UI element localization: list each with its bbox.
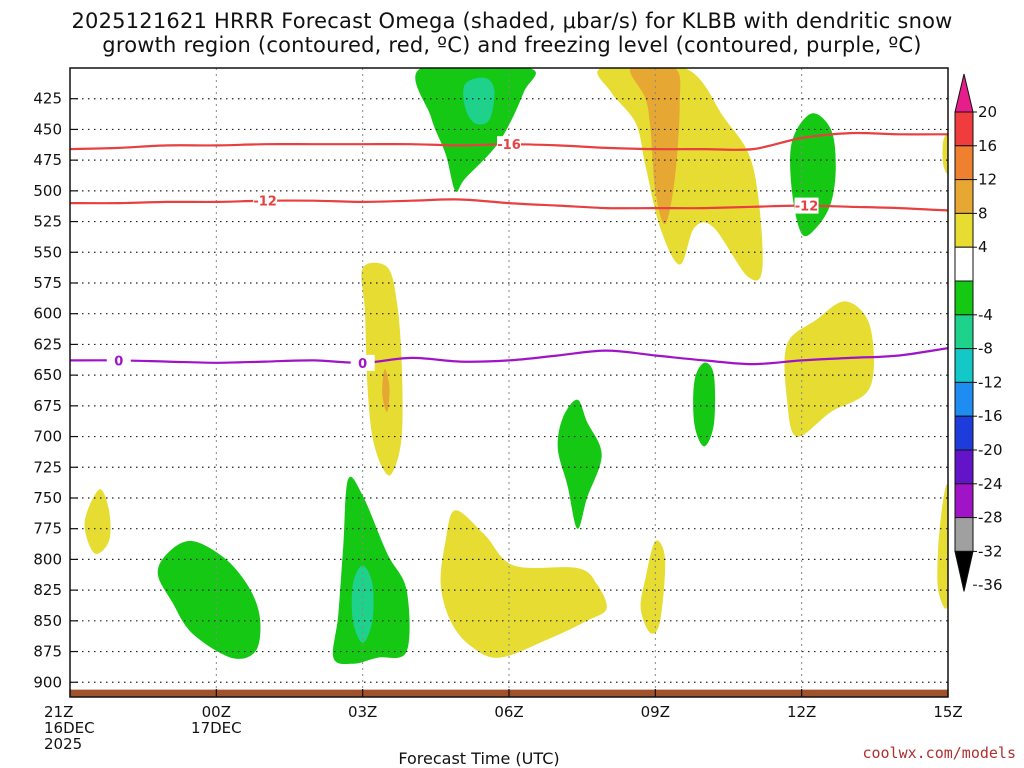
x-axis-label: Forecast Time (UTC) bbox=[398, 749, 559, 768]
colorbar-label-10: -24 bbox=[978, 475, 1003, 493]
x-tick-label-3-0: 06Z bbox=[494, 703, 523, 721]
y-tick-label-625: 625 bbox=[33, 335, 62, 353]
colorbar-band-6 bbox=[954, 314, 974, 350]
omega-region-6 bbox=[361, 262, 403, 476]
colorbar-band-11 bbox=[954, 483, 974, 519]
omega-region-17 bbox=[937, 484, 948, 609]
colorbar-label-8: -16 bbox=[978, 407, 1003, 425]
y-tick-label-675: 675 bbox=[33, 397, 62, 415]
colorbar-band-10 bbox=[954, 449, 974, 485]
omega-region-5 bbox=[942, 133, 948, 174]
colorbar-label-9: -20 bbox=[978, 441, 1003, 459]
y-tick-label-650: 650 bbox=[33, 366, 62, 384]
contour-label-bg-0-0 bbox=[497, 136, 521, 153]
x-tick-label-0-1: 16DEC bbox=[44, 719, 95, 737]
omega-region-15 bbox=[440, 510, 607, 658]
contour-label-bg-2-1 bbox=[350, 354, 375, 371]
y-tick-label-425: 425 bbox=[33, 90, 62, 108]
colorbar-under-triangle bbox=[954, 550, 974, 592]
omega-region-16 bbox=[640, 540, 666, 634]
omega-region-9 bbox=[693, 362, 716, 447]
colorbar-label-7: -12 bbox=[978, 373, 1003, 391]
colorbar-band-4 bbox=[954, 246, 974, 282]
colorbar-band-5 bbox=[954, 280, 974, 316]
y-tick-label-500: 500 bbox=[33, 182, 62, 200]
omega-region-10 bbox=[784, 301, 874, 437]
y-tick-label-450: 450 bbox=[33, 120, 62, 138]
chart-title-line-2: growth region (contoured, red, ºC) and f… bbox=[102, 33, 922, 57]
colorbar-label-5: -4 bbox=[978, 306, 993, 324]
contour-label-2-0: 0 bbox=[114, 354, 123, 369]
colorbar-band-0 bbox=[954, 111, 974, 147]
contour-label-2-1: 0 bbox=[358, 357, 367, 372]
contour-label-0-0: -16 bbox=[497, 138, 521, 153]
contour-label-bg-1-0 bbox=[253, 192, 278, 209]
x-tick-label-1-1: 17DEC bbox=[191, 719, 242, 737]
y-tick-label-800: 800 bbox=[33, 550, 62, 568]
source-credit: coolwx.com/models bbox=[862, 744, 1016, 762]
x-tick-label-6-0: 15Z bbox=[933, 703, 962, 721]
x-tick-label-5-0: 12Z bbox=[787, 703, 816, 721]
omega-region-14 bbox=[351, 565, 374, 643]
y-tick-label-525: 525 bbox=[33, 213, 62, 231]
omega-region-2 bbox=[597, 68, 763, 281]
y-tick-label-550: 550 bbox=[33, 243, 62, 261]
colorbar-band-12 bbox=[954, 517, 974, 552]
omega-region-11 bbox=[84, 489, 111, 554]
colorbar-band-8 bbox=[954, 381, 974, 417]
y-tick-label-875: 875 bbox=[33, 643, 62, 661]
colorbar-label-0: 20 bbox=[978, 103, 997, 121]
y-tick-label-825: 825 bbox=[33, 581, 62, 599]
y-tick-label-700: 700 bbox=[33, 428, 62, 446]
contour-label-1-1: -12 bbox=[795, 200, 819, 215]
colorbar-label-6: -8 bbox=[978, 340, 993, 358]
omega-region-7 bbox=[382, 368, 390, 413]
colorbar-label-12: -32 bbox=[978, 542, 1003, 560]
omega-region-13 bbox=[332, 476, 410, 665]
colorbar-label-11: -28 bbox=[978, 509, 1003, 527]
y-tick-label-750: 750 bbox=[33, 489, 62, 507]
x-tick-label-2-0: 03Z bbox=[348, 703, 377, 721]
x-tick-label-0-0: 21Z bbox=[44, 703, 73, 721]
contour-label-bg-1-1 bbox=[794, 197, 819, 214]
colorbar-band-3 bbox=[954, 212, 974, 248]
y-tick-label-850: 850 bbox=[33, 612, 62, 630]
y-tick-label-725: 725 bbox=[33, 458, 62, 476]
colorbar-band-2 bbox=[954, 179, 974, 214]
contour-label-bg-2-0 bbox=[106, 352, 131, 369]
x-tick-label-0-2: 2025 bbox=[44, 735, 82, 753]
colorbar-label-13: -36 bbox=[978, 576, 1003, 594]
colorbar-label-2: 12 bbox=[978, 171, 997, 189]
colorbar-band-7 bbox=[954, 348, 974, 383]
colorbar-label-3: 8 bbox=[978, 204, 988, 222]
omega-region-0 bbox=[415, 68, 536, 192]
chart-title-line-1: 2025121621 HRRR Forecast Omega (shaded, … bbox=[71, 9, 953, 33]
omega-region-1 bbox=[463, 77, 495, 125]
omega-region-12 bbox=[157, 540, 261, 659]
colorbar-label-4: 4 bbox=[978, 238, 988, 256]
contour-label-1-0: -12 bbox=[253, 195, 277, 210]
y-tick-label-900: 900 bbox=[33, 673, 62, 691]
colorbar-over-triangle bbox=[954, 73, 974, 113]
y-tick-label-775: 775 bbox=[33, 520, 62, 538]
colorbar-label-1: 16 bbox=[978, 137, 997, 155]
y-tick-label-575: 575 bbox=[33, 274, 62, 292]
colorbar-band-9 bbox=[954, 415, 974, 451]
y-tick-label-475: 475 bbox=[33, 151, 62, 169]
colorbar-band-1 bbox=[954, 145, 974, 181]
y-tick-label-600: 600 bbox=[33, 305, 62, 323]
plot-frame bbox=[69, 67, 949, 698]
omega-region-8 bbox=[557, 399, 602, 529]
x-tick-label-4-0: 09Z bbox=[641, 703, 670, 721]
contour-line-2 bbox=[70, 347, 948, 366]
x-tick-label-1-0: 00Z bbox=[202, 703, 231, 721]
